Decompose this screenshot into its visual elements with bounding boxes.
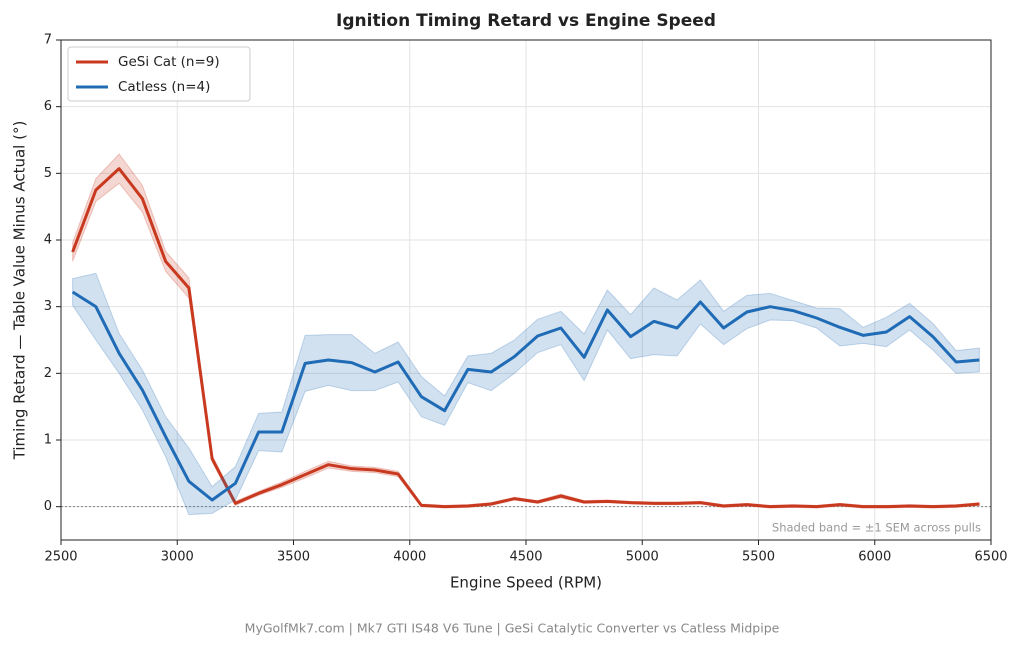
series-line: [71, 290, 980, 502]
legend-box: [67, 46, 251, 102]
x-tick-label: 6500: [974, 550, 1007, 565]
plot-frame: [60, 39, 992, 541]
x-tick-label: 3000: [161, 550, 194, 565]
footer: MyGolfMk7.com | Mk7 GTI IS48 V6 Tune | G…: [245, 621, 780, 636]
y-tick-label: 3: [44, 299, 52, 314]
x-tick-label: 6000: [858, 550, 891, 565]
sem-band: [72, 272, 980, 516]
x-tick-label: 4000: [393, 550, 426, 565]
y-axis-label: Timing Retard — Table Value Minus Actual…: [11, 121, 29, 461]
y-tick-label: 1: [44, 433, 52, 448]
y-tick-label: 2: [44, 366, 52, 381]
x-tick-label: 3500: [277, 550, 310, 565]
x-tick-label: 2500: [44, 550, 77, 565]
x-axis-label: Engine Speed (RPM): [450, 574, 602, 592]
x-tick-label: 5000: [626, 550, 659, 565]
y-tick-label: 6: [44, 99, 52, 114]
y-tick-label: 0: [44, 499, 52, 514]
x-tick-label: 4500: [509, 550, 542, 565]
legend-label: GeSi Cat (n=9): [118, 54, 220, 70]
series-line: [71, 167, 980, 509]
y-tick-label: 5: [44, 166, 52, 181]
y-tick-label: 7: [44, 33, 52, 48]
chart-title: Ignition Timing Retard vs Engine Speed: [336, 11, 716, 31]
legend-label: Catless (n=4): [118, 79, 210, 95]
annotation: Shaded band = ±1 SEM across pulls: [772, 521, 981, 535]
x-tick-label: 5500: [742, 550, 775, 565]
y-tick-label: 4: [44, 233, 52, 248]
